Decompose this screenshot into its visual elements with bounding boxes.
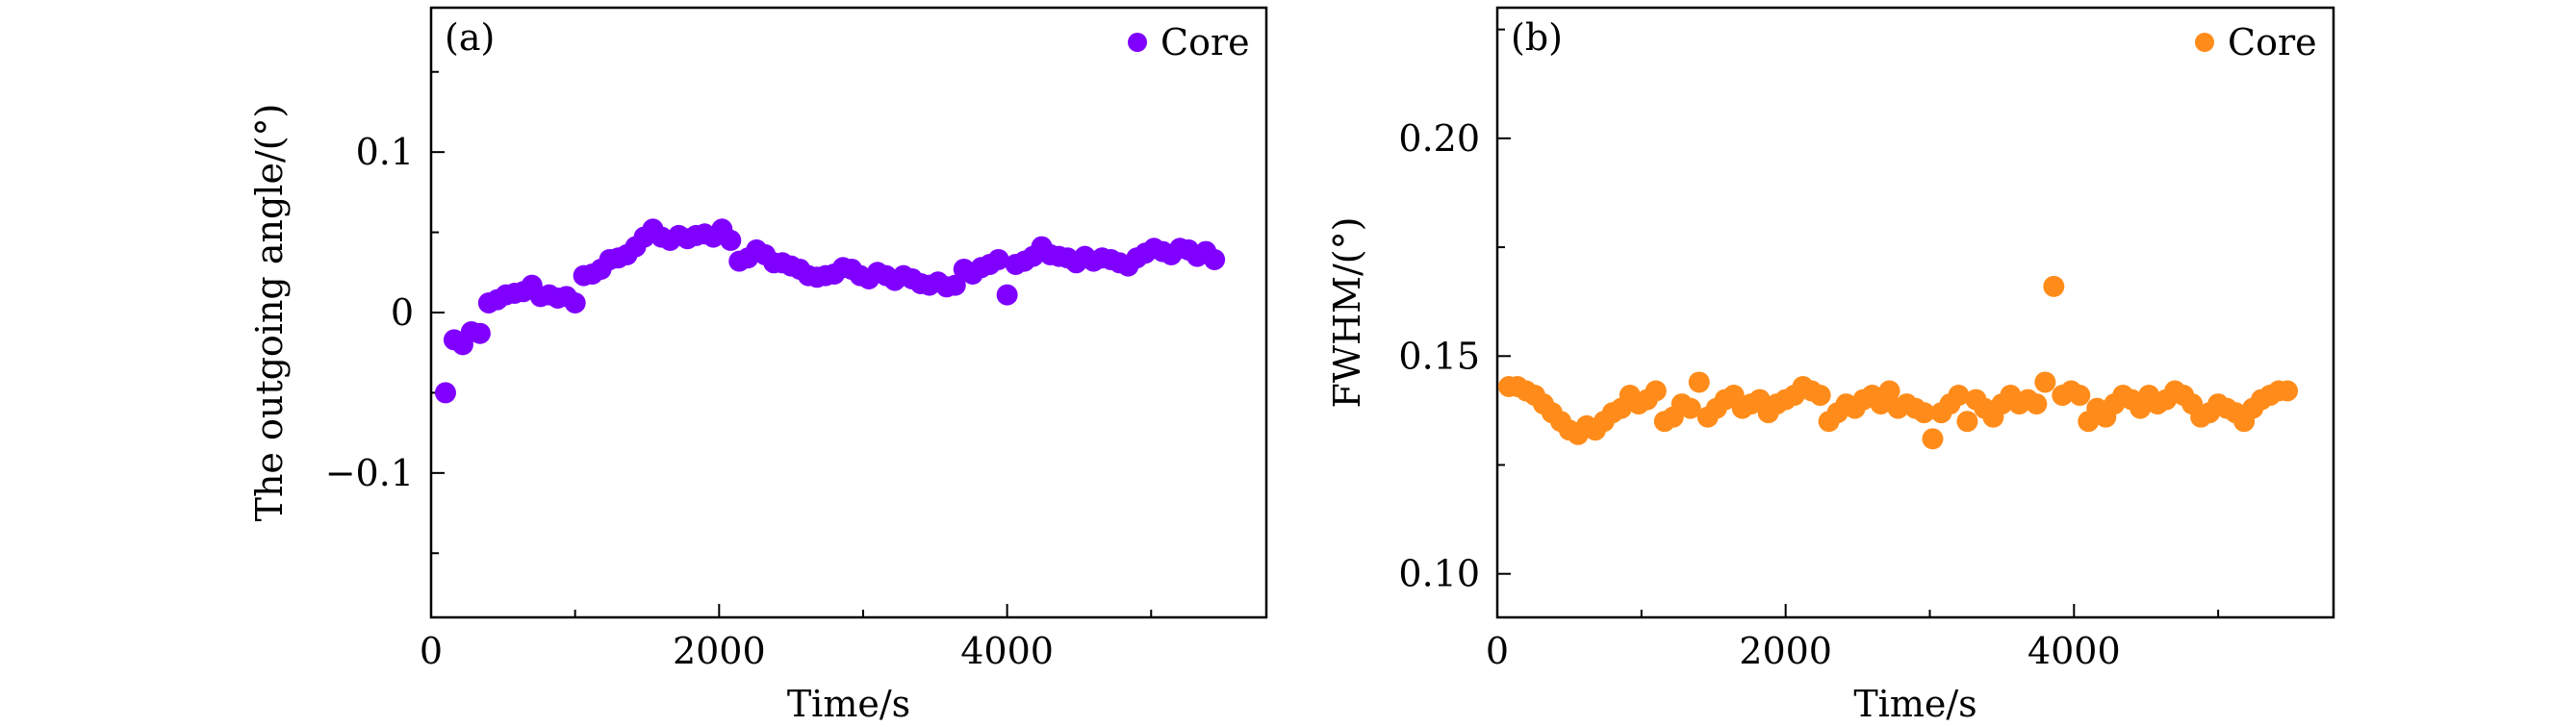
data-point [1204, 248, 1226, 270]
x-tick-label: 0 [1486, 630, 1509, 672]
legend-label: Core [1160, 21, 1250, 63]
data-point [1688, 371, 1710, 393]
panel-tag: (b) [1511, 16, 1563, 59]
legend-label: Core [2228, 21, 2317, 63]
data-point [2277, 380, 2299, 402]
series-core [1497, 275, 2299, 450]
data-point [1922, 428, 1944, 450]
plot-frame [429, 6, 1268, 619]
data-point [944, 274, 966, 296]
data-point [2026, 393, 2048, 415]
legend-marker [2195, 33, 2214, 52]
y-tick-label: 0.10 [1398, 553, 1480, 595]
data-point [1679, 397, 1701, 419]
y-tick-label: 0.1 [356, 131, 414, 173]
data-point [564, 291, 586, 313]
y-tick-label: 0 [391, 291, 414, 334]
data-point [1878, 380, 1900, 402]
y-tick-label: −0.1 [325, 452, 414, 494]
x-axis-label: Time/s [1853, 683, 1977, 725]
data-point [2034, 371, 2056, 393]
data-point [1809, 385, 1831, 407]
data-point [469, 322, 491, 344]
data-point [720, 229, 742, 251]
data-point [1645, 380, 1667, 402]
x-tick-label: 4000 [2028, 630, 2121, 672]
x-axis-label: Time/s [787, 683, 910, 725]
data-point [2043, 275, 2065, 297]
data-point [1956, 411, 1978, 433]
x-tick-label: 2000 [673, 630, 766, 672]
series-core [434, 218, 1226, 404]
x-tick-label: 0 [420, 630, 443, 672]
panel-tag: (a) [445, 16, 495, 59]
data-point [1913, 402, 1935, 424]
data-point [987, 248, 1009, 270]
panel-b: 0 2000 4000 0.10 0.15 0.20 Time/s FWHM/(°) (b) Co… [1326, 6, 2335, 725]
data-point [1948, 385, 1970, 407]
plot-frame [1495, 6, 2335, 619]
y-tick-label: 0.15 [1398, 335, 1480, 377]
data-point [996, 284, 1018, 306]
data-point [2069, 385, 2091, 407]
legend-marker [1128, 33, 1147, 52]
panel-a: 0 2000 4000 −0.1 0 0.1 Time/s The outgoing angl… [248, 6, 1268, 725]
y-axis-label: FWHM/(°) [1326, 217, 1368, 409]
y-tick-label: 0.20 [1398, 117, 1480, 160]
data-point [434, 382, 456, 404]
x-tick-label: 2000 [1739, 630, 1832, 672]
y-axis-label: The outgoing angle/(°) [248, 104, 291, 522]
x-tick-label: 4000 [960, 630, 1054, 672]
